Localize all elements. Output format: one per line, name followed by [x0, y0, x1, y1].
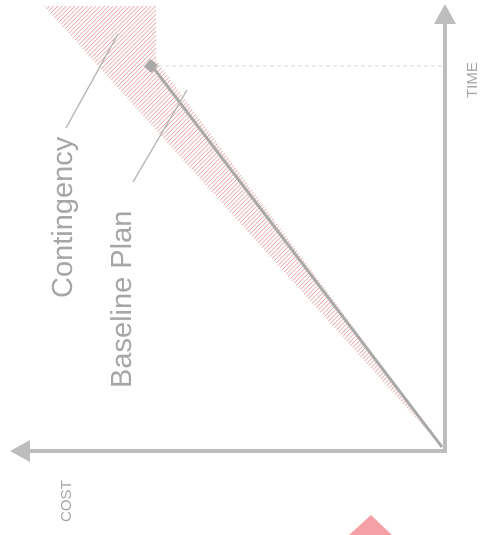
cost-axis-arrowhead [10, 440, 30, 462]
time-axis-arrowhead [434, 4, 456, 24]
baseline-plan-label: Baseline Plan [106, 211, 138, 388]
baseline-plan-line [150, 65, 444, 448]
cost-axis-label: COST [58, 480, 75, 522]
baseline-leader [132, 89, 188, 183]
baseline-end-marker [143, 58, 159, 74]
warning-triangle-icon [349, 515, 392, 535]
contingency-leader [65, 33, 119, 129]
contingency-wedge [44, 6, 442, 447]
contingency-label: Contingency [47, 136, 79, 298]
time-axis-label: TIME [464, 62, 481, 98]
